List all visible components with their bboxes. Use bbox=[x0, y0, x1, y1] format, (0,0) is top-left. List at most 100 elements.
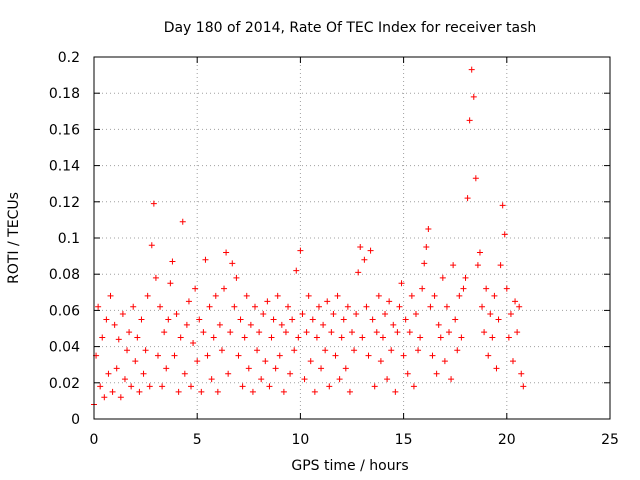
data-point bbox=[163, 365, 170, 372]
y-tick-label: 0 bbox=[71, 412, 80, 428]
data-point bbox=[183, 321, 190, 328]
data-point bbox=[361, 256, 368, 263]
data-point bbox=[113, 365, 120, 372]
data-point bbox=[128, 383, 135, 390]
data-point bbox=[202, 256, 209, 263]
data-point bbox=[109, 388, 116, 395]
y-tick-label: 0.08 bbox=[49, 267, 80, 283]
data-point bbox=[412, 311, 419, 318]
data-point bbox=[359, 334, 366, 341]
data-point bbox=[437, 334, 444, 341]
data-point bbox=[338, 334, 345, 341]
data-point bbox=[503, 285, 510, 292]
data-point bbox=[208, 376, 215, 383]
data-point bbox=[126, 329, 133, 336]
data-point bbox=[179, 218, 186, 225]
x-tick-label: 15 bbox=[395, 432, 413, 448]
data-point bbox=[509, 358, 516, 365]
y-tick-label: 0.12 bbox=[49, 195, 80, 211]
chart-title: Day 180 of 2014, Rate Of TEC Index for r… bbox=[164, 20, 537, 36]
x-axis-label: GPS time / hours bbox=[291, 458, 408, 474]
data-point bbox=[260, 311, 267, 318]
data-point bbox=[239, 383, 246, 390]
data-point bbox=[173, 311, 180, 318]
data-point bbox=[231, 303, 238, 310]
data-point bbox=[373, 329, 380, 336]
data-point bbox=[388, 347, 395, 354]
data-point bbox=[124, 347, 131, 354]
y-tick-labels: 0 0.02 0.04 0.06 0.08 0.1 0.12 0.14 0.16 0.18 0.2 bbox=[49, 50, 80, 428]
data-point bbox=[505, 334, 512, 341]
y-tick-label: 0.18 bbox=[49, 86, 80, 102]
y-tick-label: 0.06 bbox=[49, 303, 80, 319]
data-point bbox=[188, 383, 195, 390]
data-point bbox=[468, 66, 475, 73]
data-point bbox=[272, 365, 279, 372]
data-points bbox=[91, 66, 527, 408]
data-point bbox=[472, 175, 479, 182]
grid-lines bbox=[94, 57, 610, 419]
data-point bbox=[299, 311, 306, 318]
data-point bbox=[326, 383, 333, 390]
data-point bbox=[115, 336, 122, 343]
data-point bbox=[192, 285, 199, 292]
x-tick-labels: 0 5 10 15 20 25 bbox=[90, 432, 619, 448]
data-point bbox=[243, 292, 250, 299]
data-point bbox=[249, 388, 256, 395]
data-point bbox=[481, 329, 488, 336]
data-point bbox=[132, 358, 139, 365]
data-point bbox=[501, 231, 508, 238]
data-point bbox=[185, 298, 192, 305]
data-point bbox=[161, 329, 168, 336]
data-point bbox=[148, 242, 155, 249]
x-tick-label: 10 bbox=[291, 432, 309, 448]
data-point bbox=[276, 352, 283, 359]
data-point bbox=[507, 311, 514, 318]
data-point bbox=[512, 298, 519, 305]
data-point bbox=[485, 352, 492, 359]
data-point bbox=[415, 347, 422, 354]
data-point bbox=[206, 303, 213, 310]
data-point bbox=[400, 352, 407, 359]
data-point bbox=[95, 303, 102, 310]
data-point bbox=[425, 225, 432, 232]
data-point bbox=[97, 383, 104, 390]
data-point bbox=[450, 262, 457, 269]
x-tick-label: 0 bbox=[90, 432, 99, 448]
data-point bbox=[367, 247, 374, 254]
data-point bbox=[394, 329, 401, 336]
data-point bbox=[497, 262, 504, 269]
data-point bbox=[340, 316, 347, 323]
data-point bbox=[315, 303, 322, 310]
y-axis-label: ROTI / TECUs bbox=[6, 192, 22, 284]
data-point bbox=[462, 274, 469, 281]
data-point bbox=[499, 202, 506, 209]
data-point bbox=[398, 280, 405, 287]
data-point bbox=[237, 316, 244, 323]
data-point bbox=[274, 292, 281, 299]
data-point bbox=[117, 394, 124, 401]
data-point bbox=[396, 303, 403, 310]
data-point bbox=[404, 370, 411, 377]
data-point bbox=[305, 292, 312, 299]
data-point bbox=[382, 311, 389, 318]
x-tick-label: 5 bbox=[193, 432, 202, 448]
data-point bbox=[433, 370, 440, 377]
data-point bbox=[138, 316, 145, 323]
y-tick-label: 0.02 bbox=[49, 376, 80, 392]
data-point bbox=[223, 249, 230, 256]
data-point bbox=[218, 347, 225, 354]
y-tick-label: 0.14 bbox=[49, 159, 80, 175]
data-point bbox=[289, 316, 296, 323]
y-tick-label: 0.04 bbox=[49, 340, 80, 356]
data-point bbox=[136, 388, 143, 395]
data-point bbox=[266, 383, 273, 390]
data-point bbox=[146, 383, 153, 390]
data-point bbox=[392, 388, 399, 395]
data-point bbox=[301, 376, 308, 383]
y-tick-label: 0.1 bbox=[58, 231, 80, 247]
data-point bbox=[167, 280, 174, 287]
data-point bbox=[417, 334, 424, 341]
data-point bbox=[431, 292, 438, 299]
data-point bbox=[295, 334, 302, 341]
